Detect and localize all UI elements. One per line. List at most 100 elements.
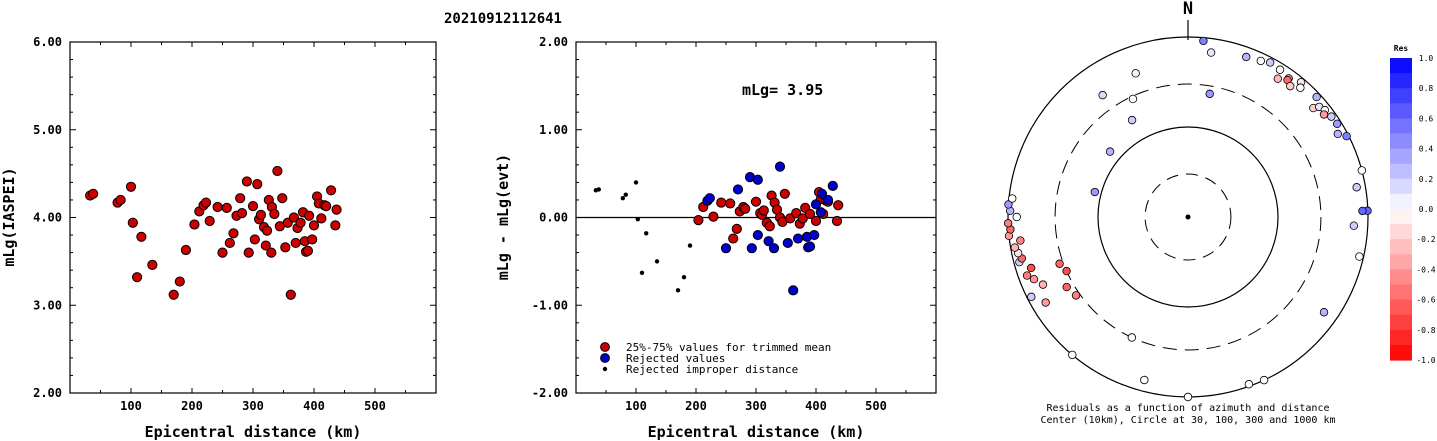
data-point (675, 288, 681, 293)
mean-annotation: mLg= 3.95 (742, 81, 823, 99)
colorbar-tick-label: 1.0 (1419, 54, 1434, 63)
data-point (127, 217, 138, 228)
data-point (269, 208, 280, 220)
data-points (593, 161, 844, 296)
data-point (255, 209, 267, 220)
data-point (833, 200, 844, 211)
colorbar-cell (1390, 239, 1412, 255)
polar-point (1319, 308, 1329, 317)
colorbar-cell (1390, 254, 1412, 270)
colorbar-tick-label: 0.0 (1419, 205, 1434, 214)
data-point (200, 197, 212, 208)
polar-point (1357, 166, 1367, 175)
data-point (136, 231, 147, 242)
data-point (228, 228, 239, 239)
colorbar-tick-label: -1.0 (1416, 356, 1435, 365)
x-tick-label: 300 (745, 399, 767, 413)
polar-point (1062, 282, 1071, 292)
data-point (236, 208, 248, 219)
data-point (752, 174, 763, 185)
axis-ticks: 100 200 300 400 500 2.00 3.00 4.00 5.00 6.00 (33, 35, 436, 413)
ring-300km (1054, 83, 1322, 351)
legend-marker (602, 366, 608, 372)
x-tick-label: 100 (120, 399, 142, 413)
data-point (325, 185, 337, 196)
x-tick-label: 500 (364, 399, 386, 413)
polar-point (1008, 194, 1017, 203)
legend-label: 25%-75% values for trimmed mean (626, 341, 831, 354)
polar-point (1128, 94, 1138, 104)
x-tick-label: 400 (303, 399, 325, 413)
data-point (752, 229, 763, 241)
data-point (810, 199, 822, 210)
data-point (115, 194, 126, 206)
colorbar-cell (1390, 314, 1412, 331)
colorbar-cell (1390, 148, 1412, 165)
data-point (247, 200, 259, 212)
data-point (635, 217, 640, 222)
data-point (180, 244, 191, 256)
data-point (633, 180, 639, 185)
polar-points (1003, 36, 1372, 402)
data-point (768, 243, 780, 254)
data-point (224, 237, 235, 249)
polar-point (1183, 392, 1193, 402)
data-point (295, 217, 306, 228)
colorbar-cell (1390, 284, 1412, 301)
colorbar-tick-label: -0.2 (1416, 235, 1435, 244)
y-tick-label: 4.00 (33, 211, 62, 225)
polar-point (1355, 252, 1364, 261)
data-point (693, 215, 704, 226)
data-point (827, 180, 838, 192)
colorbar-cell (1390, 329, 1412, 346)
colorbar-cell (1390, 58, 1412, 74)
polar-point (1312, 92, 1321, 102)
polar-point (1068, 350, 1077, 360)
residual-colorbar: Res 1.0 0.8 0.6 0.4 0.2 0.0 -0.2 -0.4 -0.6 -0.8 -1… (1390, 44, 1436, 365)
data-point (810, 215, 822, 227)
polar-point (1004, 200, 1013, 209)
data-point (285, 289, 296, 300)
data-point (779, 188, 790, 199)
colorbar-tick-label: -0.6 (1416, 296, 1435, 305)
y-tick-label: 0.00 (539, 211, 568, 225)
polar-point (1140, 375, 1149, 385)
data-point (644, 231, 649, 236)
ring-30km (1144, 173, 1232, 261)
y-tick-label: -2.00 (532, 386, 568, 400)
polar-point (1352, 183, 1361, 192)
data-point (189, 219, 200, 230)
x-tick-label: 200 (181, 399, 203, 413)
data-point (725, 198, 736, 209)
polar-point (1071, 291, 1081, 300)
x-tick-label: 100 (625, 399, 647, 413)
data-point (708, 211, 719, 222)
data-point (774, 161, 786, 172)
colorbar-cell (1390, 269, 1412, 286)
y-tick-label: 5.00 (33, 123, 62, 137)
polar-point (1256, 56, 1265, 66)
caption-line-1: Residuals as a function of azimuth and d… (1047, 403, 1330, 414)
data-point (822, 194, 834, 206)
data-point (620, 195, 625, 201)
data-point (596, 187, 601, 192)
data-point (746, 243, 757, 254)
polar-point (1062, 266, 1071, 276)
polar-point (1265, 58, 1275, 67)
data-point (280, 242, 291, 253)
data-point (728, 233, 739, 244)
colorbar-cell (1390, 88, 1412, 104)
data-point (272, 165, 283, 177)
polar-point (1029, 275, 1039, 284)
data-point (804, 208, 816, 220)
data-point (797, 213, 808, 224)
data-point (88, 188, 99, 199)
polar-point (1273, 74, 1283, 83)
x-tick-label: 200 (685, 399, 707, 413)
y-tick-label: 3.00 (33, 298, 62, 312)
legend: 25%-75% values for trimmed meanRejected … (600, 341, 831, 376)
colorbar-tick-label: 0.6 (1419, 114, 1434, 123)
caption-line-2: Center (10km), Circle at 30, 100, 300 an… (1040, 415, 1335, 426)
data-point (132, 272, 143, 283)
data-point (731, 223, 742, 235)
